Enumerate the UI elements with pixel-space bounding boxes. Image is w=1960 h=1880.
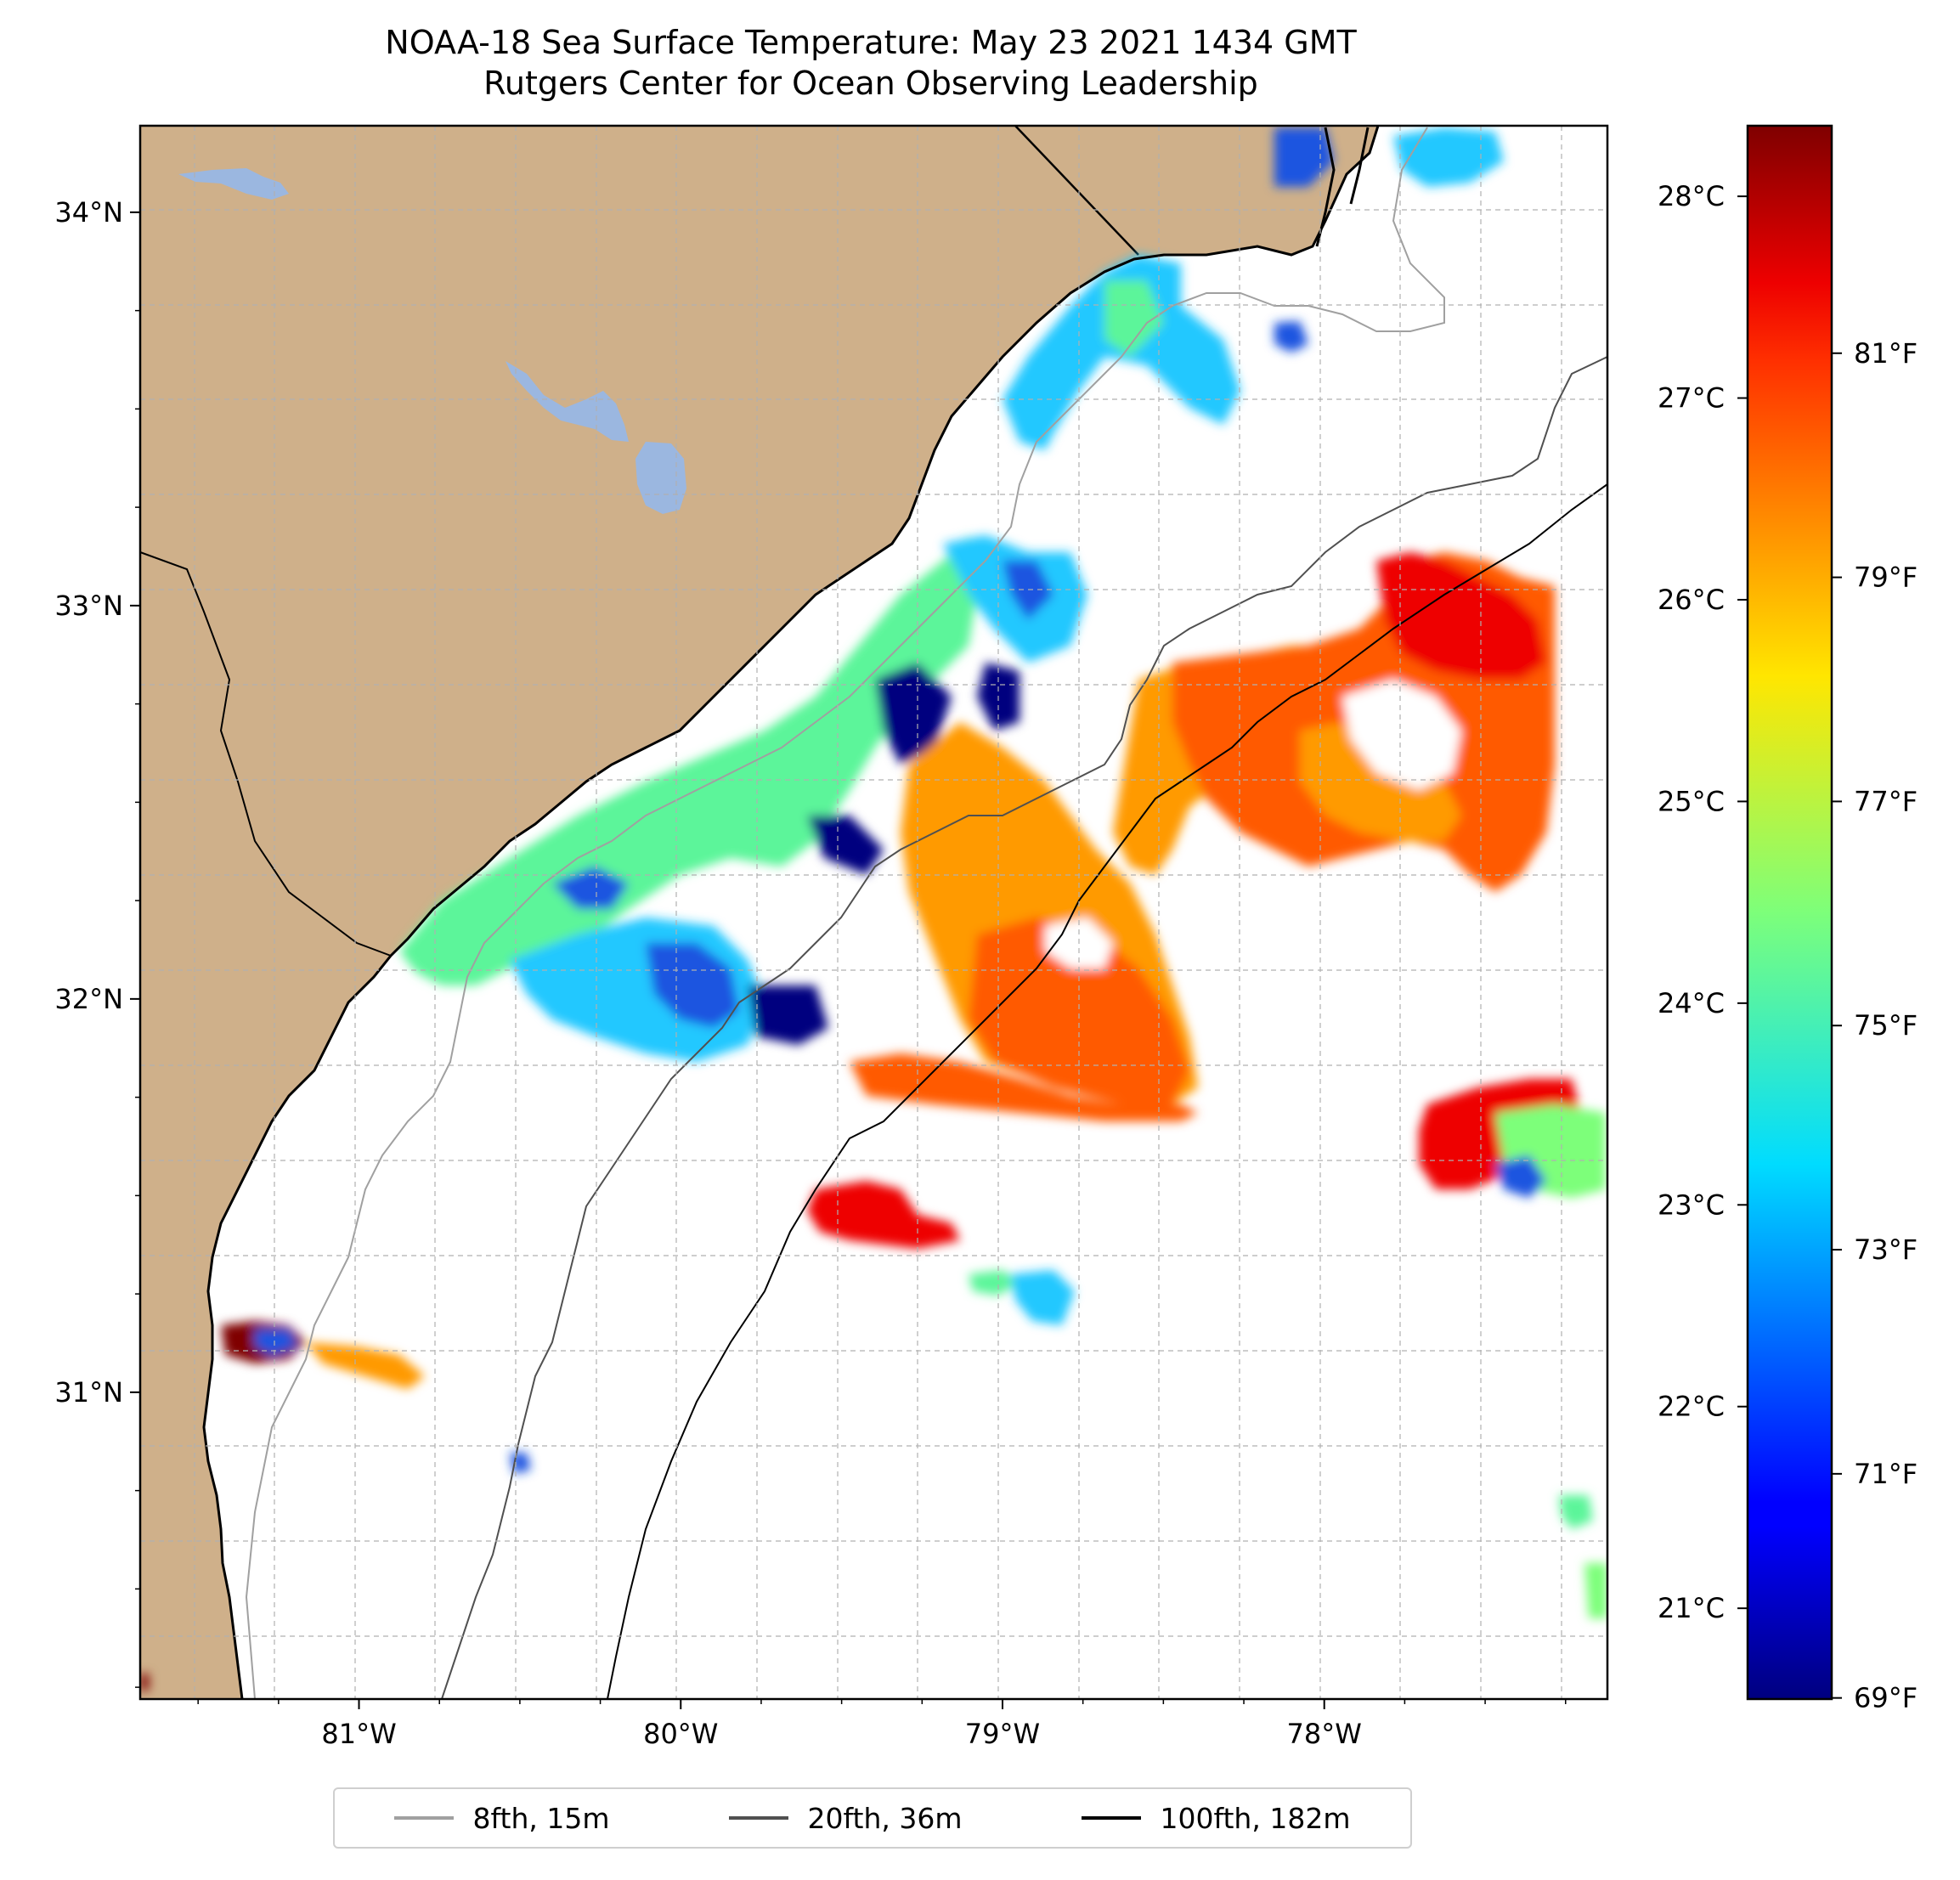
fahrenheit-tick-label: 71°F: [1854, 1458, 1918, 1490]
legend-label-20fth: 20fth, 36m: [807, 1801, 963, 1835]
isobath-8fth: [245, 127, 1445, 1699]
land-mass: [140, 126, 1378, 1699]
title-line-1: NOAA-18 Sea Surface Temperature: May 23 …: [385, 24, 1357, 61]
lake-small: [635, 442, 686, 514]
celsius-tick-label: 23°C: [1658, 1188, 1725, 1221]
celsius-tick-label: 22°C: [1658, 1391, 1725, 1423]
latitude-axis: 34°N 33°N 32°N 31°N: [54, 196, 140, 1409]
fahrenheit-tick-label: 81°F: [1854, 337, 1918, 370]
legend-swatch-100fth: [1082, 1816, 1142, 1820]
celsius-tick-label: 27°C: [1658, 382, 1725, 415]
lon-tick-label: 80°W: [643, 1718, 718, 1750]
title-line-2: Rutgers Center for Ocean Observing Leade…: [483, 65, 1258, 102]
coastline: [202, 126, 1380, 1699]
lake-marion: [506, 361, 629, 442]
lon-tick-label: 79°W: [965, 1718, 1040, 1750]
gridlines: [140, 126, 1607, 1699]
fahrenheit-tick-label: 79°F: [1854, 562, 1918, 594]
legend-label-100fth: 100fth, 182m: [1160, 1801, 1351, 1835]
colorbar-fahrenheit-axis: 81°F 79°F 77°F 75°F 73°F 71°F 69°F: [1832, 337, 1918, 1714]
latitude-minor-ticks: [135, 212, 140, 1688]
legend-swatch-8fth: [394, 1816, 455, 1820]
lat-tick-label: 32°N: [54, 983, 123, 1015]
lon-tick-label: 78°W: [1287, 1718, 1362, 1750]
celsius-tick-label: 28°C: [1658, 180, 1725, 212]
legend-label-8fth: 8fth, 15m: [472, 1801, 610, 1835]
isobath-100fth: [607, 483, 1607, 1699]
celsius-tick-label: 26°C: [1658, 584, 1725, 616]
lake-moultrie: [178, 168, 289, 200]
sst-imagery: [140, 127, 1607, 1691]
colorbar-celsius-axis: 28°C 27°C 26°C 25°C 24°C 23°C 22°C 21°C: [1658, 180, 1748, 1624]
legend-swatch-20fth: [729, 1816, 789, 1820]
legend-item-8fth: 8fth, 15m: [394, 1801, 610, 1835]
isobath-legend: 8fth, 15m 20fth, 36m 100fth, 182m: [333, 1787, 1412, 1849]
fahrenheit-tick-label: 69°F: [1854, 1682, 1918, 1714]
legend-item-20fth: 20fth, 36m: [729, 1802, 962, 1835]
longitude-axis: 81°W 80°W 79°W 78°W: [197, 1699, 1567, 1750]
lat-tick-label: 34°N: [54, 196, 123, 229]
map-title: NOAA-18 Sea Surface Temperature: May 23 …: [0, 22, 1742, 104]
map-frame: [138, 124, 1609, 1701]
fahrenheit-tick-label: 77°F: [1854, 785, 1918, 817]
celsius-tick-label: 21°C: [1658, 1592, 1725, 1624]
fahrenheit-tick-label: 75°F: [1854, 1009, 1918, 1042]
state-border: [1014, 126, 1139, 256]
coast-inlet: [140, 551, 392, 957]
fahrenheit-tick-label: 73°F: [1854, 1234, 1918, 1266]
sound-outline: [1315, 127, 1370, 247]
colorbar: [1746, 124, 1833, 1701]
lat-tick-label: 31°N: [54, 1376, 123, 1409]
legend-item-100fth: 100fth, 182m: [1082, 1802, 1350, 1835]
isobath-20fth: [441, 356, 1607, 1699]
celsius-tick-label: 25°C: [1658, 785, 1725, 817]
lat-tick-label: 33°N: [54, 590, 123, 622]
lon-tick-label: 81°W: [321, 1718, 396, 1750]
celsius-tick-label: 24°C: [1658, 987, 1725, 1019]
